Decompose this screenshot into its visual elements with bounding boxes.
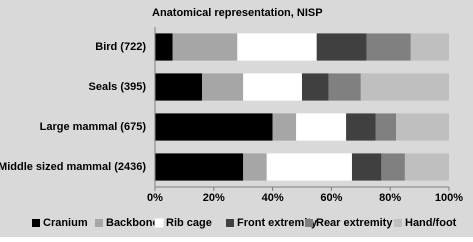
- chart-title: Anatomical representation, NISP: [152, 7, 323, 19]
- bar-segment: [243, 73, 302, 101]
- bar-segment: [272, 113, 297, 141]
- bar-segment: [172, 33, 238, 61]
- bar-segment: [302, 73, 329, 101]
- bar-segment: [366, 33, 411, 61]
- chart: Anatomical representation, NISP 0% 20% 40%…: [0, 0, 473, 237]
- bar-segment: [155, 153, 244, 181]
- bar-segment: [155, 113, 273, 141]
- y-tick-label: Large mammal (675): [40, 121, 147, 133]
- x-tick-label: 0%: [147, 192, 163, 204]
- bar-segment: [396, 113, 449, 141]
- bar-segment: [381, 153, 405, 181]
- bar-segment: [360, 73, 449, 101]
- bar-segment: [351, 153, 382, 181]
- legend-swatch: [394, 219, 402, 227]
- bar-segment: [375, 113, 397, 141]
- legend-label: Backbone: [106, 217, 159, 229]
- y-tick-label: Bird (722): [95, 41, 146, 53]
- bar-segment: [296, 113, 347, 141]
- bar-segment: [155, 73, 203, 101]
- legend-swatch: [154, 218, 164, 228]
- bar-segment: [155, 33, 173, 61]
- y-tick-label: Seals (395): [89, 81, 147, 93]
- legend-label: Cranium: [43, 217, 88, 229]
- legend-swatch: [226, 219, 234, 227]
- x-tick-label: 60%: [320, 192, 342, 204]
- legend-swatch: [305, 219, 313, 227]
- legend-label: Rear extremity: [316, 217, 393, 229]
- bar-segment: [237, 33, 317, 61]
- bar-segment: [266, 153, 352, 181]
- y-tick-label: Middle sized mammal (2436): [0, 161, 146, 173]
- x-tick-label: 20%: [203, 192, 225, 204]
- legend-swatch: [95, 219, 103, 227]
- bar-segment: [316, 33, 367, 61]
- x-tick-label: 40%: [262, 192, 284, 204]
- legend-swatch: [32, 219, 40, 227]
- x-tick-label: 100%: [435, 192, 463, 204]
- legend-label: Front extremity: [237, 217, 318, 229]
- bar-segment: [404, 153, 449, 181]
- bar-segment: [243, 153, 267, 181]
- x-tick-label: 80%: [379, 192, 401, 204]
- legend-label: Hand/foot: [405, 217, 457, 229]
- legend-label: Rib cage: [166, 217, 212, 229]
- bar-segment: [346, 113, 376, 141]
- bar-segment: [202, 73, 244, 101]
- bar-segment: [410, 33, 449, 61]
- bar-segment: [328, 73, 361, 101]
